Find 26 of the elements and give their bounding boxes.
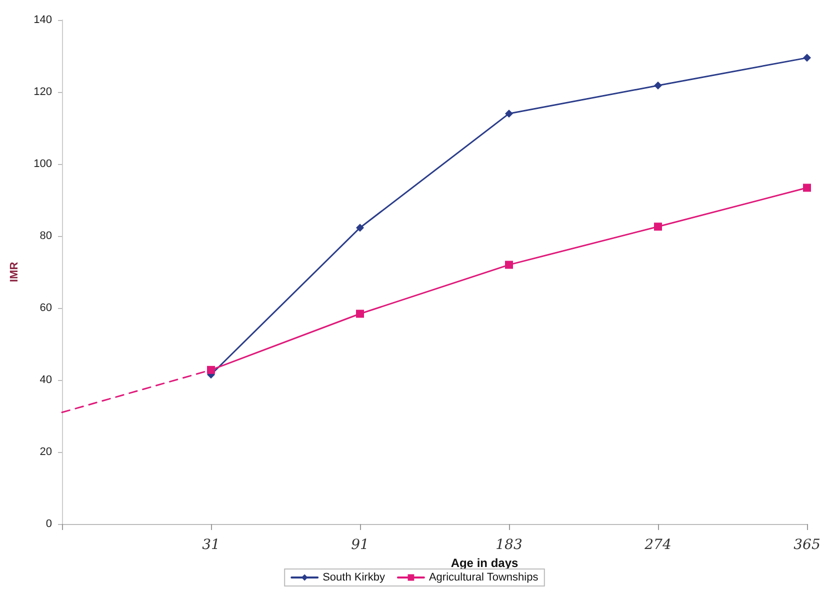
point (803, 54, 811, 62)
y-tick-label: 60 (40, 302, 52, 314)
point (654, 82, 662, 90)
point (356, 310, 364, 318)
x-tick-label: 274 (644, 537, 672, 553)
y-tick-label: 20 (40, 446, 52, 458)
y-tick-label: 140 (34, 14, 52, 26)
point (505, 110, 513, 118)
point (207, 366, 215, 374)
legend-label: Agricultural Townships (428, 572, 539, 584)
y-tick-label: 120 (34, 86, 52, 98)
y-axis-title: IMR (8, 262, 20, 282)
y-tick-label: 40 (40, 374, 52, 386)
point (803, 184, 811, 192)
x-tick-label: 365 (794, 537, 820, 553)
x-axis-title: Age in days (450, 556, 518, 570)
legend-label: South Kirkby (322, 572, 386, 584)
point (654, 222, 662, 231)
point (505, 260, 513, 269)
x-tick-label: 31 (202, 537, 220, 553)
x-tick-label: 183 (496, 537, 522, 553)
point (356, 224, 364, 232)
x-tick-label: 91 (351, 537, 369, 553)
y-tick-label: 80 (40, 230, 52, 242)
y-tick-label: 100 (34, 158, 52, 170)
y-tick-label: 0 (46, 518, 52, 530)
